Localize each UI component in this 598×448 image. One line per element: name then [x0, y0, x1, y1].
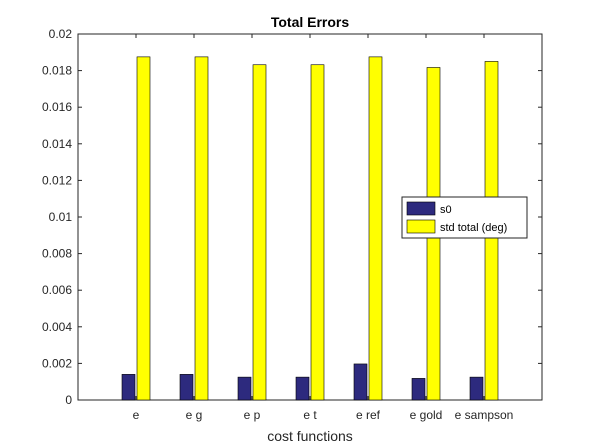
- legend-label-s0: s0: [440, 204, 452, 216]
- x-tick-label: e ref: [356, 408, 381, 422]
- y-tick-label: 0.008: [42, 247, 72, 261]
- x-tick-label: e: [133, 408, 140, 422]
- bar-s0-0: [121, 374, 136, 401]
- bar-std-total-0: [136, 56, 151, 401]
- bar-s0-6: [469, 376, 484, 401]
- y-tick-label: 0.016: [42, 100, 72, 114]
- legend: s0 std total (deg): [401, 196, 528, 239]
- x-tick-label: e t: [303, 408, 317, 422]
- x-axis-label: cost functions: [267, 428, 353, 444]
- y-tick-label: 0.004: [42, 320, 72, 334]
- bar-std-total-3: [310, 64, 325, 401]
- bar-s0-5: [411, 378, 426, 401]
- bars-group: [121, 56, 499, 401]
- x-tick-label: e p: [244, 408, 261, 422]
- chart-title: Total Errors: [271, 14, 350, 30]
- bar-s0-3: [295, 376, 310, 401]
- bar-s0-4: [353, 363, 368, 401]
- y-tick-label: 0.002: [42, 356, 72, 370]
- x-axis: e e g e p e t e ref e gold e sampson: [133, 34, 514, 422]
- bar-std-total-2: [252, 64, 267, 401]
- legend-label-std-total: std total (deg): [440, 222, 507, 234]
- y-tick-label: 0: [65, 393, 72, 407]
- y-tick-label: 0.006: [42, 283, 72, 297]
- y-tick-label: 0.01: [49, 210, 73, 224]
- y-axis: 0 0.002 0.004 0.006 0.008 0.01 0.012 0.014 0.016…: [42, 27, 542, 407]
- y-tick-label: 0.012: [42, 173, 72, 187]
- y-tick-label: 0.02: [49, 27, 73, 41]
- legend-swatch-s0: [406, 201, 436, 216]
- bar-std-total-1: [194, 56, 209, 401]
- legend-swatch-std-total: [406, 219, 436, 234]
- bar-std-total-4: [368, 56, 383, 401]
- x-tick-label: e sampson: [455, 408, 514, 422]
- bar-s0-1: [179, 374, 194, 401]
- x-tick-label: e g: [186, 408, 203, 422]
- y-tick-label: 0.018: [42, 64, 72, 78]
- y-tick-label: 0.014: [42, 137, 72, 151]
- x-tick-label: e gold: [410, 408, 443, 422]
- bar-s0-2: [237, 376, 252, 401]
